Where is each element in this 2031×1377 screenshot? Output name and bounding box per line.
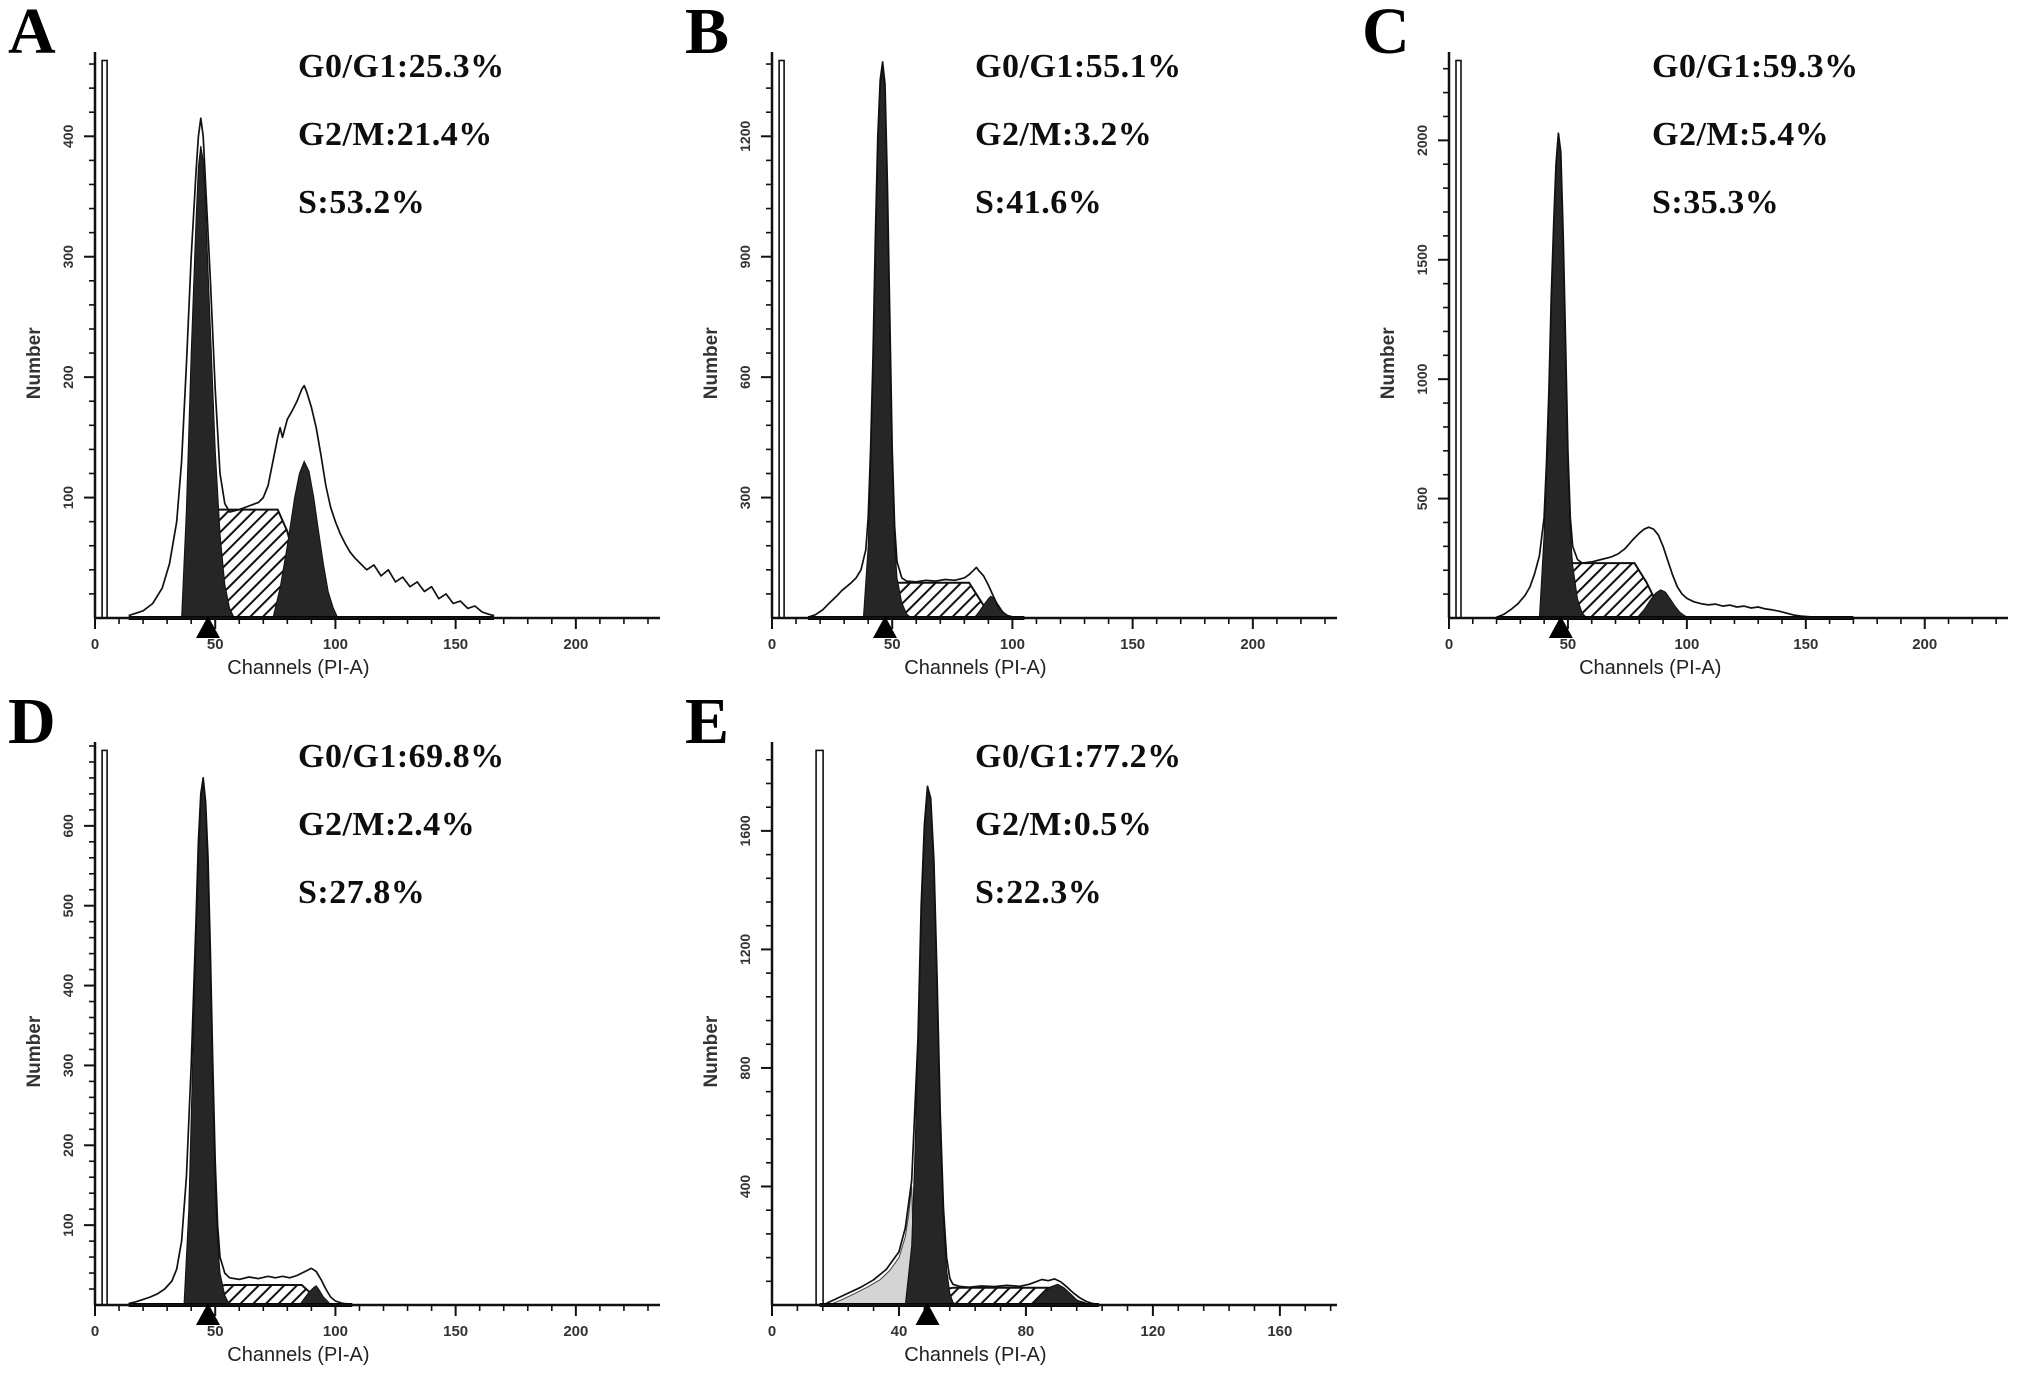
panel-c-letter: C bbox=[1362, 0, 1410, 68]
panel-e: E G0/G1:77.2% G2/M:0.5% S:22.3% 0 40 80 120… bbox=[677, 685, 1354, 1377]
svg-text:150: 150 bbox=[443, 636, 468, 653]
svg-text:150: 150 bbox=[1793, 636, 1818, 653]
svg-text:50: 50 bbox=[884, 636, 901, 653]
svg-text:100: 100 bbox=[1000, 636, 1025, 653]
stat-g2m: G2/M:2.4% bbox=[298, 806, 476, 843]
svg-text:200: 200 bbox=[60, 365, 76, 389]
svg-text:Channels (PI-A): Channels (PI-A) bbox=[227, 1344, 369, 1366]
stat-s: S:41.6% bbox=[975, 184, 1103, 221]
svg-text:400: 400 bbox=[60, 974, 76, 998]
svg-text:0: 0 bbox=[768, 636, 776, 653]
svg-text:0: 0 bbox=[768, 1323, 776, 1340]
svg-text:500: 500 bbox=[1414, 487, 1430, 511]
svg-text:150: 150 bbox=[443, 1323, 468, 1340]
panel-b-histogram: 0 50 100 150 200 300 600 900 1200 Channels (PI-A)… bbox=[701, 52, 1337, 679]
svg-text:0: 0 bbox=[1445, 636, 1453, 653]
panel-e-letter: E bbox=[685, 685, 730, 758]
stat-g2m: G2/M:3.2% bbox=[975, 116, 1153, 153]
svg-text:1200: 1200 bbox=[737, 121, 753, 152]
svg-text:500: 500 bbox=[60, 894, 76, 918]
svg-text:400: 400 bbox=[737, 1175, 753, 1199]
svg-text:1600: 1600 bbox=[737, 815, 753, 846]
stat-g0g1: G0/G1:25.3% bbox=[298, 48, 505, 85]
svg-text:Channels (PI-A): Channels (PI-A) bbox=[904, 1344, 1046, 1366]
svg-text:600: 600 bbox=[60, 814, 76, 838]
svg-text:Number: Number bbox=[1378, 327, 1399, 399]
panel-a-stats: G0/G1:25.3% G2/M:21.4% S:53.2% bbox=[298, 48, 505, 252]
svg-text:100: 100 bbox=[60, 1213, 76, 1237]
svg-text:400: 400 bbox=[60, 124, 76, 148]
svg-text:120: 120 bbox=[1140, 1323, 1165, 1340]
svg-text:200: 200 bbox=[60, 1133, 76, 1157]
svg-text:100: 100 bbox=[323, 636, 348, 653]
svg-text:50: 50 bbox=[207, 636, 224, 653]
panel-a-letter: A bbox=[8, 0, 56, 68]
svg-text:Number: Number bbox=[24, 1015, 45, 1087]
empty-cell bbox=[1354, 690, 2031, 1377]
stat-s: S:22.3% bbox=[975, 874, 1103, 911]
panel-d-letter: D bbox=[8, 685, 56, 758]
svg-text:200: 200 bbox=[563, 636, 588, 653]
panel-c: C G0/G1:59.3% G2/M:5.4% S:35.3% 0 50 100 15… bbox=[1354, 0, 2031, 690]
svg-text:40: 40 bbox=[891, 1323, 908, 1340]
panel-d-stats: G0/G1:69.8% G2/M:2.4% S:27.8% bbox=[298, 738, 505, 942]
stat-g0g1: G0/G1:77.2% bbox=[975, 738, 1182, 775]
svg-text:Number: Number bbox=[701, 327, 722, 399]
stat-g0g1: G0/G1:69.8% bbox=[298, 738, 505, 775]
svg-text:1500: 1500 bbox=[1414, 244, 1430, 275]
svg-text:200: 200 bbox=[1240, 636, 1265, 653]
panel-c-stats: G0/G1:59.3% G2/M:5.4% S:35.3% bbox=[1652, 48, 1859, 252]
panel-b-stats: G0/G1:55.1% G2/M:3.2% S:41.6% bbox=[975, 48, 1182, 252]
svg-text:150: 150 bbox=[1120, 636, 1145, 653]
panel-e-histogram: 0 40 80 120 160 400 800 1200 1600 Channels (PI-A)… bbox=[701, 742, 1337, 1366]
svg-text:1200: 1200 bbox=[737, 934, 753, 965]
svg-text:Channels (PI-A): Channels (PI-A) bbox=[1579, 657, 1721, 679]
stat-s: S:53.2% bbox=[298, 184, 426, 221]
svg-text:100: 100 bbox=[60, 486, 76, 510]
stat-g0g1: G0/G1:59.3% bbox=[1652, 48, 1859, 85]
svg-text:Number: Number bbox=[701, 1015, 722, 1087]
panel-b-letter: B bbox=[685, 0, 730, 68]
panel-d: D G0/G1:69.8% G2/M:2.4% S:27.8% 0 50 100 15… bbox=[0, 685, 677, 1377]
svg-text:300: 300 bbox=[60, 1054, 76, 1078]
svg-text:1000: 1000 bbox=[1414, 363, 1430, 394]
svg-text:80: 80 bbox=[1018, 1323, 1035, 1340]
stat-g0g1: G0/G1:55.1% bbox=[975, 48, 1182, 85]
svg-text:100: 100 bbox=[1674, 636, 1699, 653]
svg-text:2000: 2000 bbox=[1414, 125, 1430, 156]
svg-text:200: 200 bbox=[563, 1323, 588, 1340]
svg-text:800: 800 bbox=[737, 1056, 753, 1080]
panel-d-histogram: 0 50 100 150 200 100 200 300 400 500 600 Channels (… bbox=[24, 742, 660, 1366]
panel-e-stats: G0/G1:77.2% G2/M:0.5% S:22.3% bbox=[975, 738, 1182, 942]
svg-text:50: 50 bbox=[207, 1323, 224, 1340]
svg-text:600: 600 bbox=[737, 365, 753, 389]
stat-s: S:35.3% bbox=[1652, 184, 1780, 221]
stat-g2m: G2/M:5.4% bbox=[1652, 116, 1830, 153]
svg-text:Channels (PI-A): Channels (PI-A) bbox=[904, 657, 1046, 679]
svg-text:900: 900 bbox=[737, 245, 753, 269]
svg-text:0: 0 bbox=[91, 1323, 99, 1340]
stat-g2m: G2/M:0.5% bbox=[975, 806, 1153, 843]
panel-b: B G0/G1:55.1% G2/M:3.2% S:41.6% 0 50 100 15… bbox=[677, 0, 1354, 690]
panel-c-histogram: 0 50 100 150 200 500 1000 1500 2000 Channels (PI-… bbox=[1378, 52, 2008, 679]
panel-a-histogram: 0 50 100 150 200 100 200 300 400 Channels (PI-A) N… bbox=[24, 52, 660, 679]
svg-text:Channels (PI-A): Channels (PI-A) bbox=[227, 657, 369, 679]
svg-text:100: 100 bbox=[323, 1323, 348, 1340]
svg-text:200: 200 bbox=[1912, 636, 1937, 653]
svg-text:300: 300 bbox=[60, 245, 76, 269]
svg-text:0: 0 bbox=[91, 636, 99, 653]
stat-s: S:27.8% bbox=[298, 874, 426, 911]
svg-text:50: 50 bbox=[1560, 636, 1577, 653]
panel-a: A G0/G1:25.3% G2/M:21.4% S:53.2% 0 50 100 1… bbox=[0, 0, 677, 690]
svg-text:160: 160 bbox=[1267, 1323, 1292, 1340]
stat-g2m: G2/M:21.4% bbox=[298, 116, 493, 153]
svg-text:300: 300 bbox=[737, 486, 753, 510]
svg-text:Number: Number bbox=[24, 327, 45, 399]
